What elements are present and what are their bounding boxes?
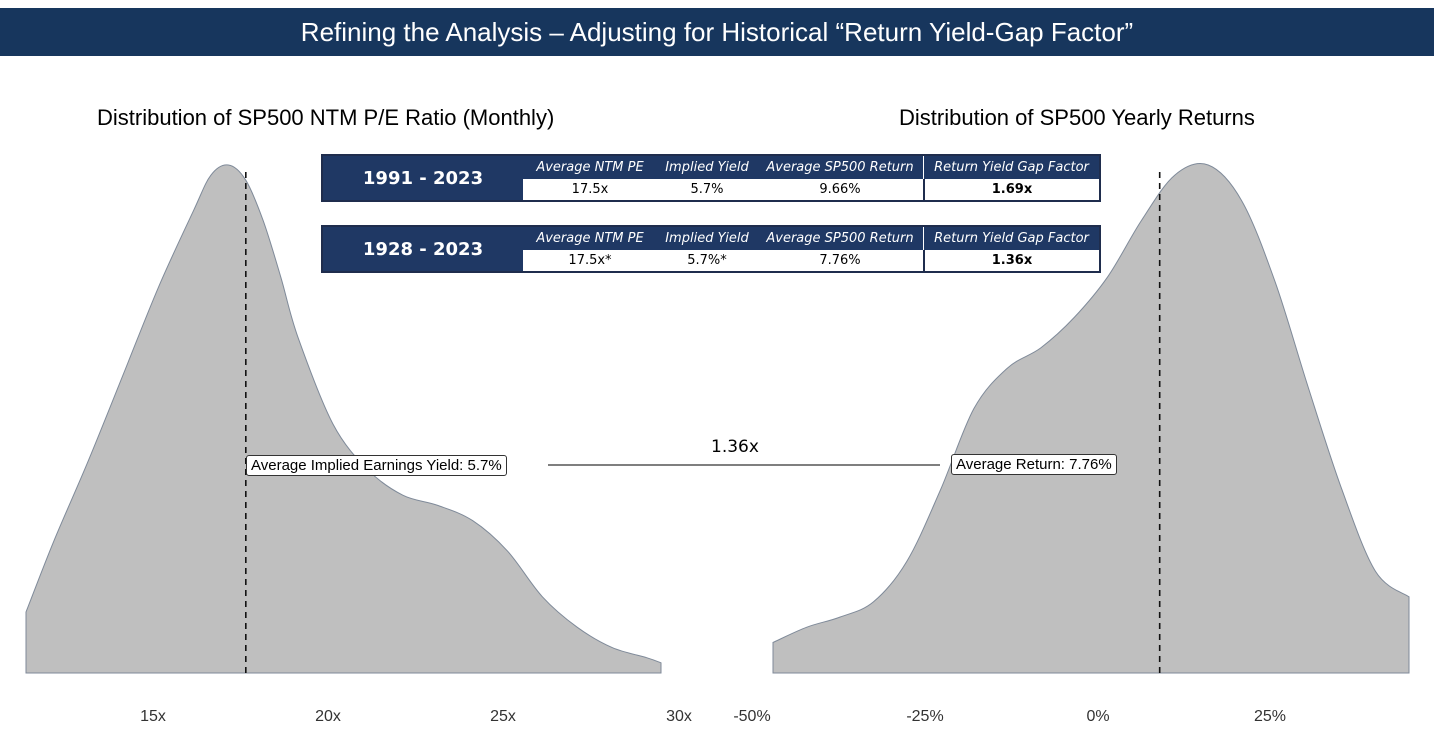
header-implied-yield: Implied Yield [665, 160, 749, 175]
pe-density-area [25, 164, 662, 674]
stats-value-row: 17.5x 5.7% 9.66% 1.69x [523, 179, 1099, 200]
x-tick-label: -50% [733, 708, 771, 725]
header-avg-return: Average SP500 Return [766, 160, 914, 175]
x-tick-label: 30x [666, 708, 692, 725]
x-tick-label: 20x [315, 708, 341, 725]
average-return-annotation: Average Return: 7.76% [951, 454, 1117, 475]
banner-title: Refining the Analysis – Adjusting for Hi… [300, 16, 1134, 47]
x-tick-label: -25% [906, 708, 944, 725]
value-implied-yield: 5.7%* [687, 253, 727, 268]
header-implied-yield: Implied Yield [665, 231, 749, 246]
x-tick-label: 15x [140, 708, 166, 725]
header-avg-return: Average SP500 Return [766, 231, 914, 246]
value-avg-return: 7.76% [819, 253, 861, 268]
header-avg-ntm-pe: Average NTM PE [536, 160, 644, 175]
header-avg-ntm-pe: Average NTM PE [536, 231, 644, 246]
period-label: 1991 - 2023 [323, 156, 523, 200]
stats-header-row: Average NTM PE Implied Yield Average SP5… [523, 227, 1099, 250]
header-gap-factor: Return Yield Gap Factor [923, 156, 1099, 179]
value-avg-ntm-pe: 17.5x* [568, 253, 612, 268]
x-tick-label: 0% [1086, 708, 1110, 725]
period-label: 1928 - 2023 [323, 227, 523, 271]
stats-value-row: 17.5x* 5.7%* 7.76% 1.36x [523, 250, 1099, 271]
x-tick-label: 25x [490, 708, 516, 725]
page-banner: Refining the Analysis – Adjusting for Hi… [0, 8, 1434, 56]
pe-distribution-title: Distribution of SP500 NTM P/E Ratio (Mon… [97, 105, 555, 130]
stats-table-1991: 1991 - 2023 Average NTM PE Implied Yield… [321, 154, 1101, 202]
returns-density-area [772, 163, 1410, 674]
stats-table-1928: 1928 - 2023 Average NTM PE Implied Yield… [321, 225, 1101, 273]
value-avg-ntm-pe: 17.5x [571, 182, 609, 197]
value-gap-factor: 1.36x [923, 250, 1099, 271]
value-implied-yield: 5.7% [690, 182, 724, 197]
stats-header-row: Average NTM PE Implied Yield Average SP5… [523, 156, 1099, 179]
x-tick-label: 25% [1253, 708, 1287, 725]
value-avg-return: 9.66% [819, 182, 861, 197]
returns-distribution-title: Distribution of SP500 Yearly Returns [899, 105, 1255, 130]
implied-yield-annotation: Average Implied Earnings Yield: 5.7% [246, 455, 507, 476]
header-gap-factor: Return Yield Gap Factor [923, 227, 1099, 250]
value-gap-factor: 1.69x [923, 179, 1099, 200]
yield-gap-factor-label: 1.36x [711, 437, 759, 457]
